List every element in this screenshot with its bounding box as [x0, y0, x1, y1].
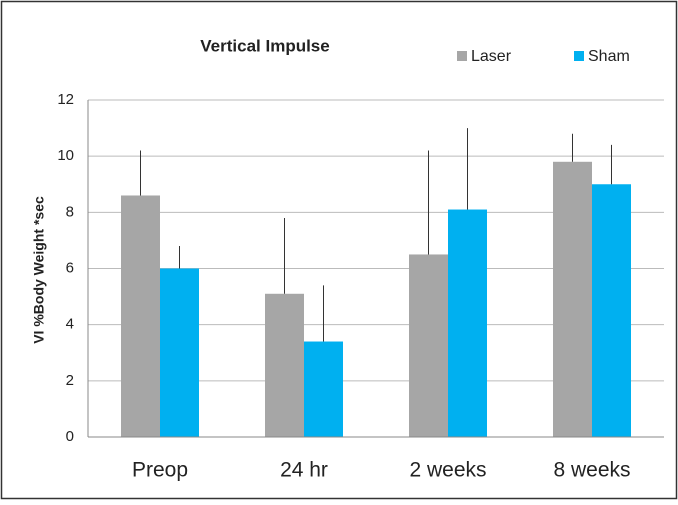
bar: [448, 209, 487, 437]
bar: [592, 184, 631, 437]
chart-title: Vertical Impulse: [200, 36, 329, 55]
y-tick-label: 4: [66, 316, 74, 333]
x-tick-label: 2 weeks: [409, 459, 486, 482]
bar: [121, 195, 160, 437]
bar: [265, 293, 304, 437]
x-tick-label: Preop: [132, 459, 188, 482]
y-tick-label: 12: [57, 91, 74, 108]
legend-swatch: [457, 51, 467, 61]
bar: [409, 254, 448, 437]
y-tick-label: 0: [66, 428, 74, 445]
legend-label: Laser: [471, 48, 512, 65]
bar: [304, 341, 343, 437]
y-tick-label: 6: [66, 259, 74, 276]
y-axis-label: VI %Body Weight *sec: [31, 196, 47, 344]
bar: [160, 268, 199, 437]
y-tick-label: 2: [66, 372, 74, 389]
bar: [553, 161, 592, 438]
x-tick-label: 8 weeks: [553, 459, 630, 482]
legend-label: Sham: [588, 48, 630, 65]
y-tick-label: 8: [66, 203, 74, 220]
x-tick-label: 24 hr: [280, 459, 328, 482]
legend-swatch: [574, 51, 584, 61]
y-tick-label: 10: [57, 147, 74, 164]
